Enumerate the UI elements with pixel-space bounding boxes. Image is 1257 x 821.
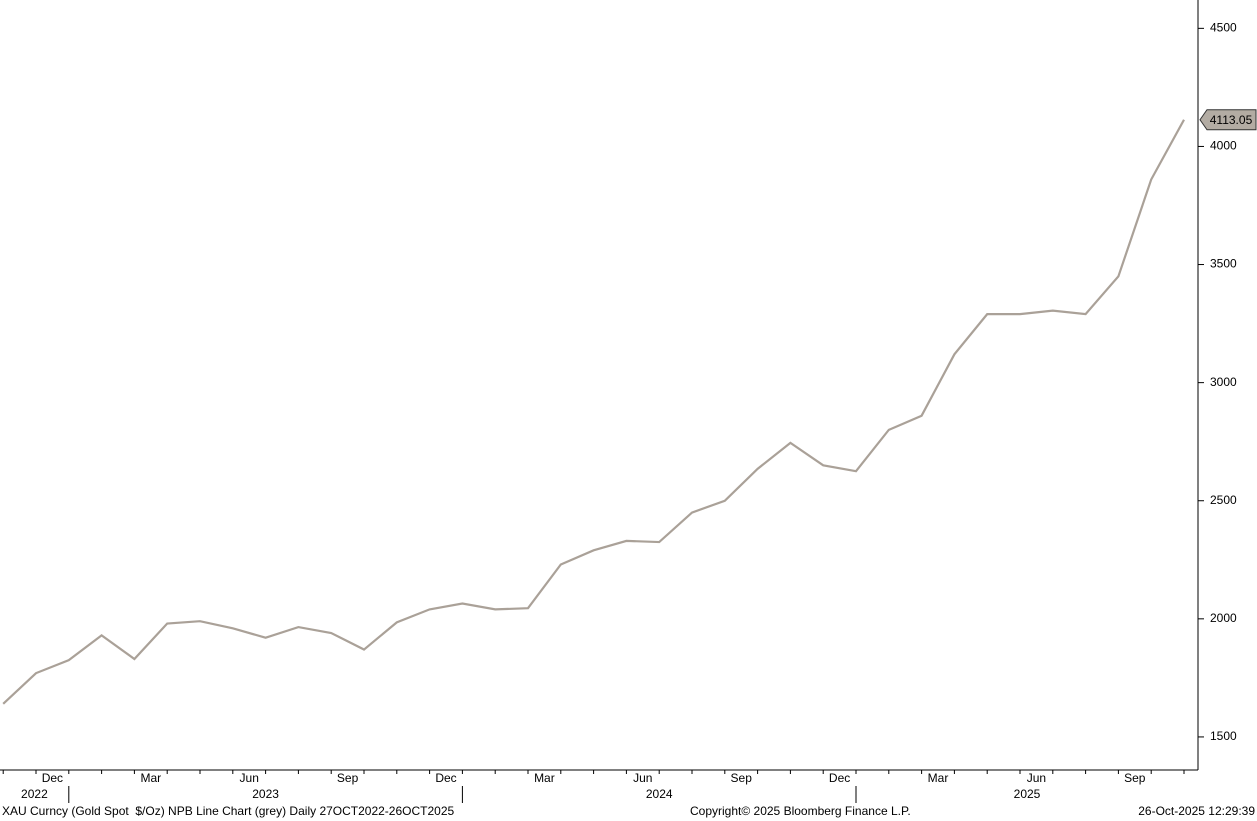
- x-tick-label: Sep: [731, 771, 753, 785]
- x-tick-label: Sep: [337, 771, 359, 785]
- year-label: 2024: [646, 787, 673, 801]
- x-tick-label: Dec: [42, 771, 63, 785]
- x-tick-label: Dec: [435, 771, 456, 785]
- timestamp: 26-Oct-2025 12:29:39: [1138, 804, 1255, 818]
- y-tick-label: 4000: [1210, 139, 1237, 153]
- description: XAU Curncy (Gold Spot $/Oz) NPB Line Cha…: [2, 804, 455, 818]
- y-tick-label: 3500: [1210, 257, 1237, 271]
- x-tick-label: Dec: [829, 771, 850, 785]
- x-tick-label: Jun: [1027, 771, 1046, 785]
- year-label: 2022: [21, 787, 48, 801]
- x-tick-label: Mar: [928, 771, 949, 785]
- y-tick-label: 3000: [1210, 375, 1237, 389]
- x-tick-label: Sep: [1124, 771, 1146, 785]
- y-tick-label: 2500: [1210, 493, 1237, 507]
- y-tick-label: 2000: [1210, 611, 1237, 625]
- x-tick-label: Mar: [534, 771, 555, 785]
- y-tick-label: 4500: [1210, 21, 1237, 35]
- year-label: 2023: [252, 787, 279, 801]
- last-value-label: 4113.05: [1210, 113, 1253, 127]
- copyright: Copyright© 2025 Bloomberg Finance L.P.: [690, 804, 911, 818]
- y-tick-label: 1500: [1210, 729, 1237, 743]
- x-tick-label: Jun: [240, 771, 259, 785]
- last-value-tag: [1199, 109, 1257, 131]
- price-line: [2, 119, 1185, 705]
- x-tick-label: Jun: [633, 771, 652, 785]
- x-tick-label: Mar: [140, 771, 161, 785]
- year-label: 2025: [1014, 787, 1041, 801]
